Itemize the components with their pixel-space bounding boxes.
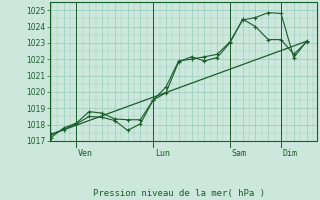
Text: Dim: Dim <box>283 149 298 158</box>
Text: Sam: Sam <box>231 149 246 158</box>
Text: Lun: Lun <box>155 149 170 158</box>
Text: Pression niveau de la mer( hPa ): Pression niveau de la mer( hPa ) <box>93 189 265 198</box>
Text: Ven: Ven <box>78 149 93 158</box>
